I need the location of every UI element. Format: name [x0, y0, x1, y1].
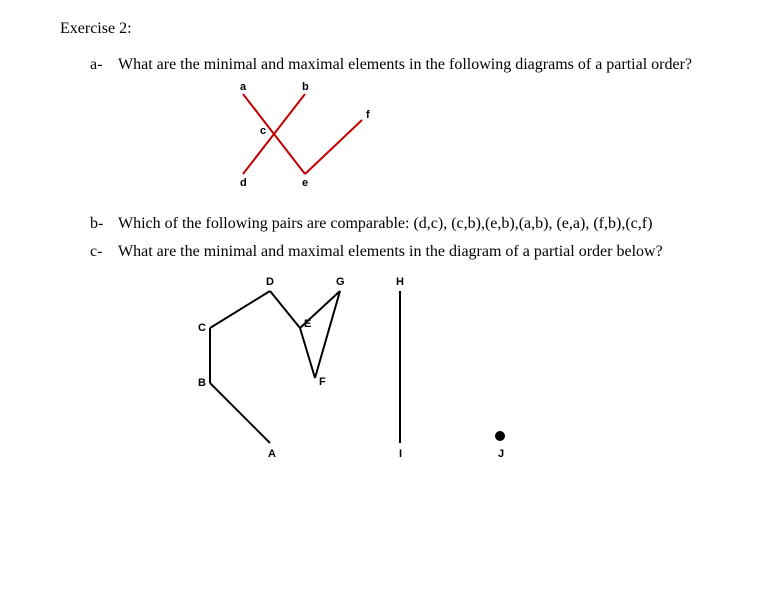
node-label: D — [266, 276, 274, 288]
edge — [315, 291, 340, 378]
item-c-text: What are the minimal and maximal element… — [118, 243, 663, 261]
node-label: d — [240, 177, 247, 189]
node-label: I — [399, 448, 402, 460]
item-b-text: Which of the following pairs are compara… — [118, 215, 652, 233]
node-dot — [495, 431, 505, 441]
node-label: A — [268, 448, 276, 460]
node-label: G — [336, 276, 345, 288]
node-label: E — [304, 318, 311, 330]
edge — [210, 291, 270, 328]
item-b: b- Which of the following pairs are comp… — [90, 215, 702, 233]
diagram-2: D G H C E B F A I J — [150, 273, 530, 463]
diagram-1-container: a b c d e f — [210, 82, 702, 197]
edge — [300, 328, 315, 378]
item-c-marker: c- — [90, 243, 108, 261]
node-label: a — [240, 82, 247, 93]
node-label: b — [302, 82, 309, 93]
item-a-marker: a- — [90, 56, 108, 74]
diagram-1: a b c d e f — [210, 82, 410, 192]
edge — [270, 291, 300, 328]
node-label: J — [498, 448, 504, 460]
item-a-text: What are the minimal and maximal element… — [118, 56, 692, 74]
node-label: e — [302, 177, 308, 189]
node-label: B — [198, 377, 206, 389]
node-label: F — [319, 376, 326, 388]
node-label: H — [396, 276, 404, 288]
edge — [210, 383, 270, 443]
node-label: c — [260, 125, 266, 137]
item-c: c- What are the minimal and maximal elem… — [90, 243, 702, 468]
item-a: a- What are the minimal and maximal elem… — [90, 56, 702, 197]
node-label: f — [366, 109, 370, 121]
diagram-2-container: D G H C E B F A I J — [150, 273, 702, 468]
node-label: C — [198, 322, 206, 334]
edge — [305, 120, 362, 174]
exercise-title: Exercise 2: — [60, 20, 702, 38]
item-b-marker: b- — [90, 215, 108, 233]
